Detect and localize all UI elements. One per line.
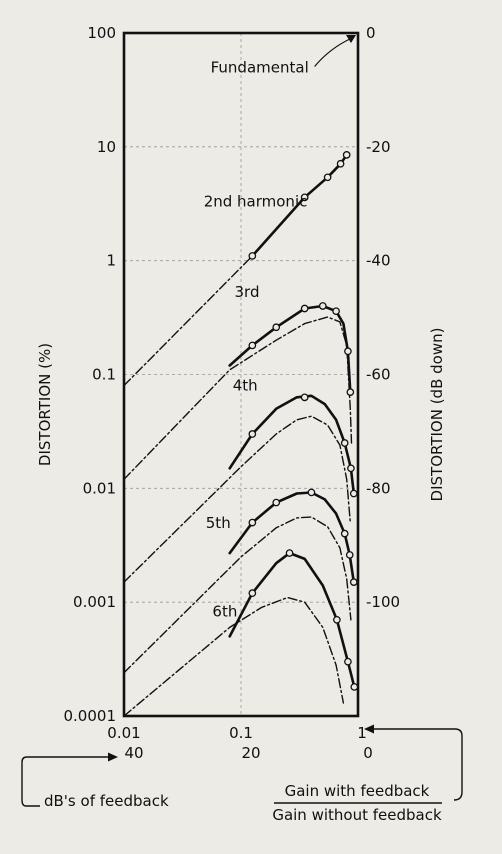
db-feedback-tick-label: 20 xyxy=(241,744,260,762)
curve-label-5th: 5th xyxy=(206,514,231,532)
x-tick-label: 0.01 xyxy=(107,724,140,742)
data-point xyxy=(300,193,309,202)
db-bracket-arrowhead xyxy=(108,752,118,762)
data-point xyxy=(349,578,358,586)
data-point xyxy=(307,488,316,497)
curve-label-4th: 4th xyxy=(233,377,258,395)
right-tick-label: -60 xyxy=(366,366,391,384)
y-axis-title: DISTORTION (%) xyxy=(36,343,54,466)
curve-label-3rd: 3rd xyxy=(235,283,260,301)
fundamental-arrow xyxy=(314,37,353,67)
data-point xyxy=(318,302,327,310)
db-feedback-tick-label: 0 xyxy=(363,744,373,762)
text-labels: 1001010.10.010.0010.00010-20-40-60-80-10… xyxy=(36,24,446,824)
data-point xyxy=(340,529,349,538)
y-tick-label: 10 xyxy=(97,138,116,156)
data-point xyxy=(345,551,354,559)
series-4th xyxy=(228,394,356,495)
data-point xyxy=(248,341,257,350)
curve-label-2nd-harmonic: 2nd harmonic xyxy=(204,192,308,210)
data-point xyxy=(285,549,294,557)
y-axis-right-title: DISTORTION (dB down) xyxy=(428,328,446,502)
y-tick-label: 0.0001 xyxy=(64,707,117,725)
axes xyxy=(122,31,360,718)
x-tick-label: 0.1 xyxy=(229,724,253,742)
data-point xyxy=(248,518,257,527)
data-point xyxy=(350,683,359,691)
fundamental-arrowhead xyxy=(346,35,356,43)
series-5th-dash xyxy=(123,516,352,674)
data-point xyxy=(340,439,349,447)
series-3rd-dash xyxy=(123,316,353,480)
right-tick-label: -80 xyxy=(366,479,391,497)
y-tick-label: 0.001 xyxy=(73,593,116,611)
series-6th xyxy=(228,551,356,689)
db-bracket xyxy=(21,756,110,807)
data-point xyxy=(248,589,257,598)
data-point xyxy=(248,252,257,260)
curve-label-fundamental: Fundamental xyxy=(211,58,309,76)
data-point xyxy=(248,430,257,438)
data-point xyxy=(272,323,281,332)
data-point xyxy=(300,304,309,313)
plot-frame xyxy=(122,31,360,718)
data-point xyxy=(346,388,355,396)
right-tick-label: -100 xyxy=(366,593,400,611)
data-point xyxy=(344,657,352,666)
series-lines xyxy=(123,153,356,717)
curve-label-6th: 6th xyxy=(212,602,237,620)
right-tick-label: -20 xyxy=(366,138,391,156)
data-point xyxy=(272,498,281,507)
y-tick-label: 0.01 xyxy=(83,479,116,497)
data-point xyxy=(342,151,351,159)
data-point xyxy=(344,347,352,356)
x-axis-db-label: dB's of feedback xyxy=(44,792,169,810)
y-tick-label: 100 xyxy=(87,24,116,42)
data-point xyxy=(333,615,341,624)
x-tick-label: 1 xyxy=(357,724,367,742)
ratio-bracket xyxy=(372,728,463,801)
series-2nd-harmonic-extrapolation xyxy=(123,255,253,387)
series-5th xyxy=(228,491,356,584)
ratio-bracket-arrowhead xyxy=(364,724,374,734)
annotations xyxy=(21,35,463,807)
ratio-numerator: Gain with feedback xyxy=(285,782,430,800)
series-4th-dash xyxy=(123,415,351,583)
right-tick-label: -40 xyxy=(366,252,391,270)
y-tick-label: 1 xyxy=(106,252,116,270)
data-markers xyxy=(248,151,359,691)
data-point xyxy=(336,159,345,168)
data-point xyxy=(332,307,340,316)
data-point xyxy=(323,173,332,182)
data-point xyxy=(349,489,358,498)
db-feedback-tick-label: 40 xyxy=(124,744,143,762)
data-point xyxy=(347,464,355,473)
ratio-denominator: Gain without feedback xyxy=(272,806,442,824)
y-tick-label: 0.1 xyxy=(92,366,116,384)
series-6th-dash xyxy=(123,596,345,717)
data-point xyxy=(300,393,309,402)
right-tick-label: 0 xyxy=(366,24,376,42)
